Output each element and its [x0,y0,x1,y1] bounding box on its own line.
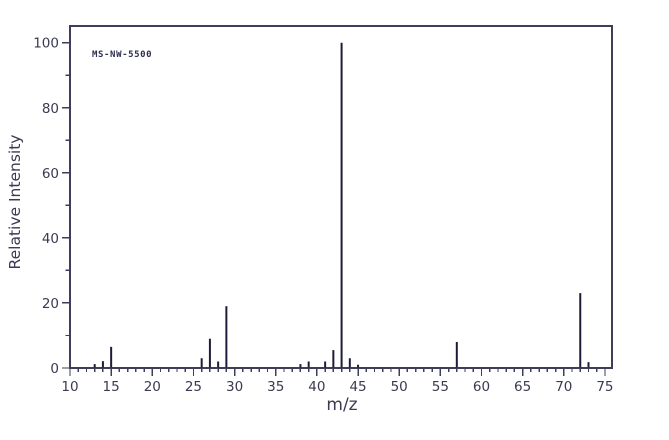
y-tick-label: 60 [42,166,59,182]
x-tick-label: 70 [555,379,572,395]
x-tick-label: 65 [514,379,531,395]
x-tick-label: 35 [267,379,284,395]
y-tick-label: 80 [42,101,59,117]
y-tick-label: 20 [42,296,59,312]
y-tick-label: 100 [33,36,59,52]
y-tick-label: 40 [42,231,59,247]
x-tick-label: 45 [349,379,366,395]
x-tick-label: 15 [103,379,120,395]
x-tick-label: 50 [391,379,408,395]
x-tick-label: 60 [473,379,490,395]
x-tick-label: 25 [185,379,202,395]
x-tick-label: 55 [432,379,449,395]
x-tick-label: 10 [61,379,78,395]
x-axis-title: m/z [326,395,358,415]
x-tick-label: 40 [308,379,325,395]
x-tick-label: 75 [596,379,613,395]
y-axis-title: Relative Intensity [6,134,24,270]
x-tick-label: 30 [226,379,243,395]
spectrum-id-label: MS-NW-5500 [92,50,153,60]
y-tick-label: 0 [50,361,59,377]
x-tick-label: 20 [144,379,161,395]
